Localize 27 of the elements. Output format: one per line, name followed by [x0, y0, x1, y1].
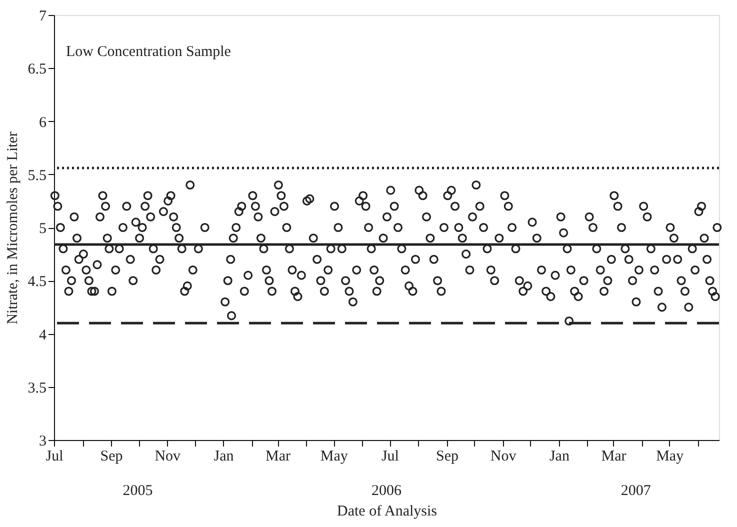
x-tick-label: Jan	[549, 448, 570, 464]
y-tick-label: 5	[39, 221, 46, 237]
y-tick-label: 6	[39, 114, 47, 131]
y-tick-label: 6.5	[28, 62, 46, 78]
x-axis-title: Date of Analysis	[337, 504, 438, 520]
y-tick-label: 7	[39, 8, 47, 24]
x-tick-label: Sep	[436, 448, 458, 464]
x-tick-label: Nov	[154, 448, 182, 464]
text: 2006	[372, 483, 402, 499]
y-tick-label: 3	[39, 434, 46, 450]
y-tick-label: 5.5	[28, 168, 46, 184]
x-tick-label: Jan	[214, 448, 234, 464]
x-tick-label: Sep	[100, 448, 123, 464]
y-axis-title: Nitrate, in Micromoles per Liter	[4, 132, 21, 324]
text: 2005	[122, 483, 153, 499]
x-tick-label: Jul	[381, 448, 399, 464]
x-tick-label: Jul	[46, 448, 64, 464]
x-tick-label: Mar	[266, 448, 291, 464]
y-tick-label: 3.5	[28, 380, 46, 396]
y-tick-label: 4.5	[28, 274, 46, 290]
x-tick-label: May	[320, 448, 348, 464]
y-tick-label: 4	[39, 327, 47, 344]
x-tick-label: May	[656, 448, 684, 464]
annotation: Low Concentration Sample	[66, 44, 232, 60]
x-tick-label: Nov	[490, 448, 517, 464]
text: 2007	[620, 483, 652, 499]
x-tick-label: Mar	[601, 448, 626, 464]
